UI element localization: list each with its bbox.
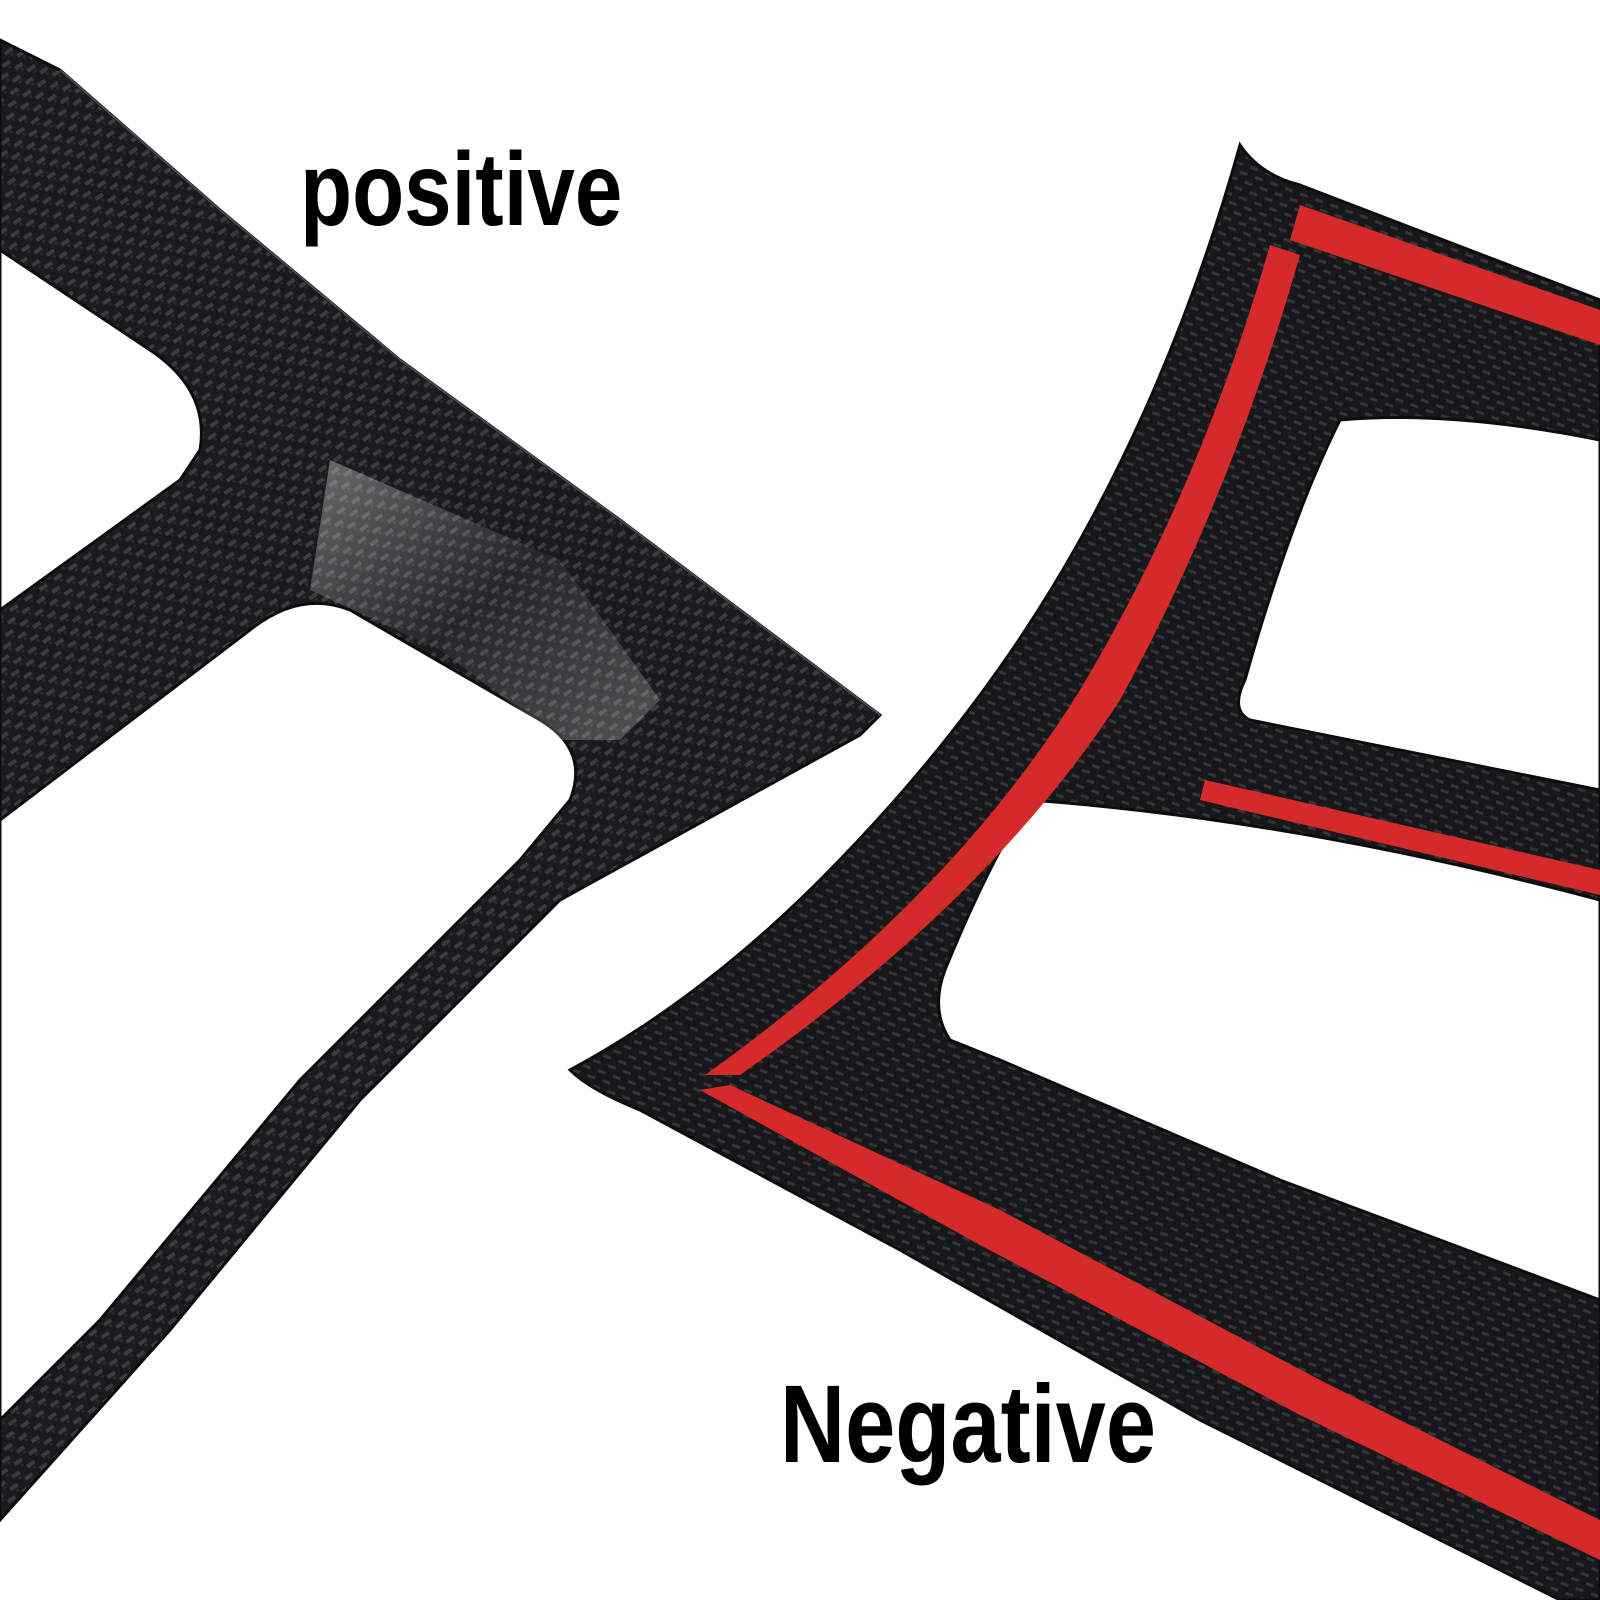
adhesive-tape-bottom — [700, 1085, 1600, 1560]
positive-label: positive — [300, 132, 623, 248]
carbon-fiber-trim-back — [567, 141, 1600, 1600]
trim-front-frame — [0, 38, 883, 1523]
trim-back-frame — [567, 141, 1600, 1600]
adhesive-tape-middle — [1200, 780, 1600, 895]
trim-front-gloss-highlight — [310, 460, 660, 740]
trim-front-edge — [59, 69, 881, 716]
adhesive-tape-top — [1290, 205, 1600, 345]
negative-label: Negative — [780, 1363, 1156, 1486]
carbon-fiber-trim-front — [0, 38, 883, 1523]
